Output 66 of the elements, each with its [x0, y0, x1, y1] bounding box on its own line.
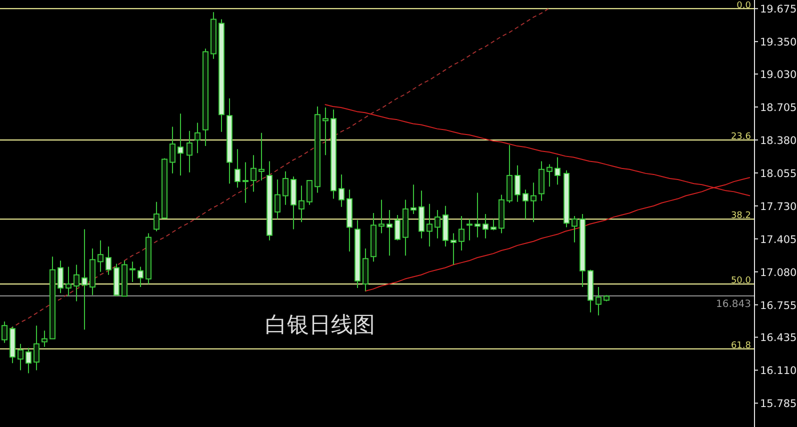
candlestick [194, 122, 200, 154]
candlestick [434, 209, 440, 239]
annotation: 38.2 [730, 211, 751, 222]
candlestick [474, 192, 480, 238]
candlestick [378, 199, 384, 234]
annotation: 23.6 [730, 132, 752, 142]
y-tick-label: 18.705 [760, 102, 797, 114]
candlestick [572, 216, 578, 243]
candlestick [554, 156, 560, 186]
candlestick [298, 185, 304, 223]
y-tick-label: 17.405 [760, 234, 797, 246]
candlestick [450, 232, 456, 266]
y-tick-label: 16.110 [760, 365, 797, 378]
y-tick-label: 19.350 [760, 36, 797, 49]
candlestick [18, 343, 24, 371]
y-tick-label: 19.675 [760, 4, 797, 16]
candlestick [458, 216, 464, 252]
candlestick [106, 246, 112, 276]
annotation: 50.0 [730, 276, 752, 286]
candlestick [2, 321, 8, 344]
candlestick [274, 179, 280, 220]
candlestick [546, 164, 552, 188]
annotation: 白银日线图 [265, 313, 375, 338]
candlestick [234, 148, 240, 188]
candlestick [522, 189, 528, 220]
ref-line-label: 16.843 [716, 298, 751, 310]
candlestick [170, 126, 176, 174]
y-tick-label: 17.730 [760, 200, 797, 213]
candlestick [466, 218, 472, 241]
candlestick [242, 162, 248, 204]
candlestick [66, 266, 72, 297]
candlestick [74, 264, 80, 302]
candlestick [130, 261, 136, 282]
candlestick [138, 266, 144, 288]
candlestick [282, 170, 288, 206]
candlestick [514, 164, 520, 202]
candlestick [490, 218, 496, 231]
candlestick [530, 182, 536, 223]
annotation: 61.8 [730, 340, 752, 351]
candlestick [34, 325, 40, 371]
candlestick [426, 203, 432, 247]
candlestick [26, 347, 32, 374]
candlestick [154, 201, 160, 232]
y-tick-label: 16.435 [760, 332, 797, 344]
candlestick [186, 130, 192, 173]
candlestick [386, 209, 392, 256]
candlestick [338, 174, 344, 208]
candlestick [58, 260, 64, 294]
candlestick [596, 286, 602, 316]
y-tick-label: 16.755 [760, 300, 797, 312]
candlestick [98, 240, 104, 272]
y-tick-label: 17.080 [760, 266, 797, 279]
candlestick [250, 154, 256, 192]
y-tick-label: 15.785 [760, 398, 797, 410]
candlestick [410, 184, 416, 215]
candlestick [322, 107, 328, 156]
candlestick [306, 180, 312, 206]
candlestick [42, 330, 48, 348]
y-tick-label: 18.380 [760, 134, 797, 147]
y-tick-label: 18.055 [760, 168, 797, 180]
candlestick [394, 214, 400, 241]
candlestick [82, 228, 88, 330]
y-tick-label: 19.030 [760, 69, 797, 82]
candlestick [178, 113, 184, 176]
candlestick [258, 132, 264, 182]
candlestick [482, 214, 488, 239]
